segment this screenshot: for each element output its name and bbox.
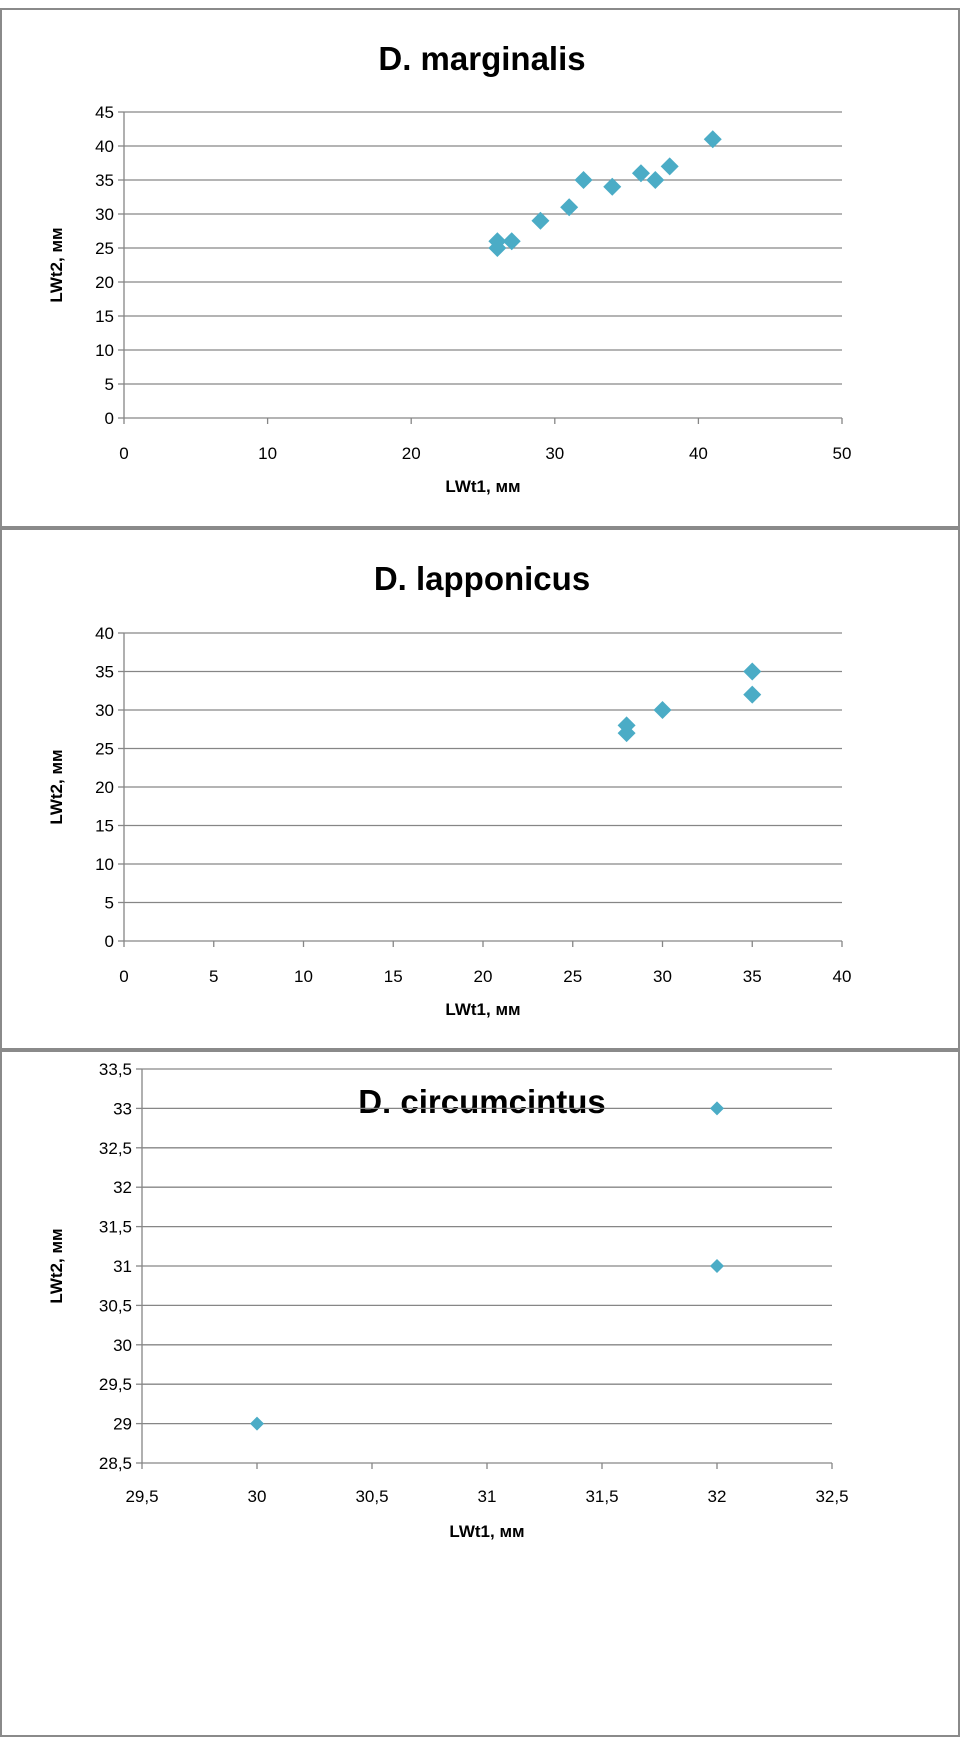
scatter-chart-lapponicus: D. lapponicus 0 5 10 15 20 25 30 35 40 0 5 10 15 20 25 3… xyxy=(47,560,852,1019)
y-axis-label: LWt2, мм xyxy=(47,749,66,824)
scatter-chart-marginalis: D. marginalis 0 5 10 15 20 25 30 35 40 45 0 10 20 30 40… xyxy=(47,40,852,496)
x-tick-label: 10 xyxy=(258,444,277,463)
x-tick-label: 30,5 xyxy=(355,1487,388,1506)
chart-panel-circumcintus: D. circumcintus 28,5 29 29,5 30 30,5 31 31,5 32 3… xyxy=(0,1050,960,1737)
data-point xyxy=(531,211,550,230)
x-tick-label: 35 xyxy=(743,967,762,986)
data-point xyxy=(710,1259,724,1273)
y-tick-label: 32 xyxy=(113,1178,132,1197)
y-axis-label: LWt2, мм xyxy=(47,227,66,302)
data-point xyxy=(250,1416,264,1431)
data-point xyxy=(603,177,622,196)
y-tick-label: 20 xyxy=(95,778,114,797)
data-point xyxy=(653,701,672,719)
x-tick-label: 31,5 xyxy=(585,1487,618,1506)
data-point xyxy=(617,716,636,735)
y-tick-label: 30 xyxy=(113,1336,132,1355)
chart-panel-marginalis: D. marginalis 0 5 10 15 20 25 30 35 40 45 0 10 20 30 40… xyxy=(0,8,960,528)
y-tick-label: 10 xyxy=(95,341,114,360)
x-axis-label: LWt1, мм xyxy=(449,1522,524,1541)
x-tick-label: 30 xyxy=(545,444,564,463)
chart-title: D. lapponicus xyxy=(374,560,590,597)
y-tick-label: 30,5 xyxy=(99,1296,132,1315)
chart-title: D. circumcintus xyxy=(358,1083,606,1120)
data-point xyxy=(560,198,579,217)
y-tick-label: 25 xyxy=(95,239,114,258)
y-tick-label: 33 xyxy=(113,1099,132,1118)
x-tick-label: 20 xyxy=(402,444,421,463)
y-tick-label: 45 xyxy=(95,103,114,122)
y-tick-label: 30 xyxy=(95,701,114,720)
y-tick-label: 10 xyxy=(95,855,114,874)
data-point xyxy=(488,232,507,251)
x-tick-label: 31 xyxy=(478,1487,497,1506)
x-tick-label: 0 xyxy=(119,444,128,463)
x-axis-label: LWt1, мм xyxy=(445,477,520,496)
y-tick-label: 25 xyxy=(95,740,114,759)
y-axis-label: LWt2, мм xyxy=(47,1228,66,1303)
x-tick-label: 30 xyxy=(248,1487,267,1506)
x-tick-label: 40 xyxy=(833,967,852,986)
x-tick-label: 5 xyxy=(209,967,218,986)
y-tick-label: 0 xyxy=(105,932,114,951)
x-tick-label: 40 xyxy=(689,444,708,463)
y-tick-label: 5 xyxy=(105,894,114,913)
y-tick-label: 20 xyxy=(95,273,114,292)
x-tick-label: 0 xyxy=(119,967,128,986)
chart-title: D. marginalis xyxy=(378,40,585,77)
y-tick-label: 31 xyxy=(113,1257,132,1276)
y-tick-label: 40 xyxy=(95,137,114,156)
x-tick-label: 25 xyxy=(563,967,582,986)
y-tick-label: 31,5 xyxy=(99,1218,132,1237)
y-tick-label: 29,5 xyxy=(99,1375,132,1394)
x-tick-label: 15 xyxy=(384,967,403,986)
x-tick-label: 32,5 xyxy=(815,1487,848,1506)
y-tick-label: 0 xyxy=(105,409,114,428)
y-tick-label: 30 xyxy=(95,205,114,224)
data-point xyxy=(710,1101,724,1116)
y-tick-label: 29 xyxy=(113,1415,132,1434)
x-tick-label: 29,5 xyxy=(125,1487,158,1506)
data-point xyxy=(646,171,665,189)
y-tick-label: 32,5 xyxy=(99,1139,132,1158)
data-point xyxy=(502,232,521,251)
data-point xyxy=(743,662,762,681)
y-tick-label: 5 xyxy=(105,375,114,394)
y-tick-label: 35 xyxy=(95,171,114,190)
x-tick-label: 10 xyxy=(294,967,313,986)
y-tick-label: 35 xyxy=(95,663,114,682)
data-point xyxy=(660,157,679,176)
data-point xyxy=(574,171,593,189)
x-tick-label: 50 xyxy=(833,444,852,463)
y-tick-label: 28,5 xyxy=(99,1454,132,1473)
x-tick-label: 20 xyxy=(474,967,493,986)
x-tick-label: 32 xyxy=(708,1487,727,1506)
y-tick-label: 33,5 xyxy=(99,1060,132,1079)
data-point xyxy=(703,130,722,149)
chart-panel-lapponicus: D. lapponicus 0 5 10 15 20 25 30 35 40 0 5 10 15 20 25 3… xyxy=(0,528,960,1050)
x-axis-label: LWt1, мм xyxy=(445,1000,520,1019)
y-tick-label: 15 xyxy=(95,817,114,836)
data-point xyxy=(743,685,762,704)
y-tick-label: 15 xyxy=(95,307,114,326)
data-point xyxy=(631,164,650,183)
scatter-chart-circumcintus: D. circumcintus 28,5 29 29,5 30 30,5 31 31,5 32 3… xyxy=(47,1060,849,1541)
y-tick-label: 40 xyxy=(95,624,114,643)
x-tick-label: 30 xyxy=(653,967,672,986)
